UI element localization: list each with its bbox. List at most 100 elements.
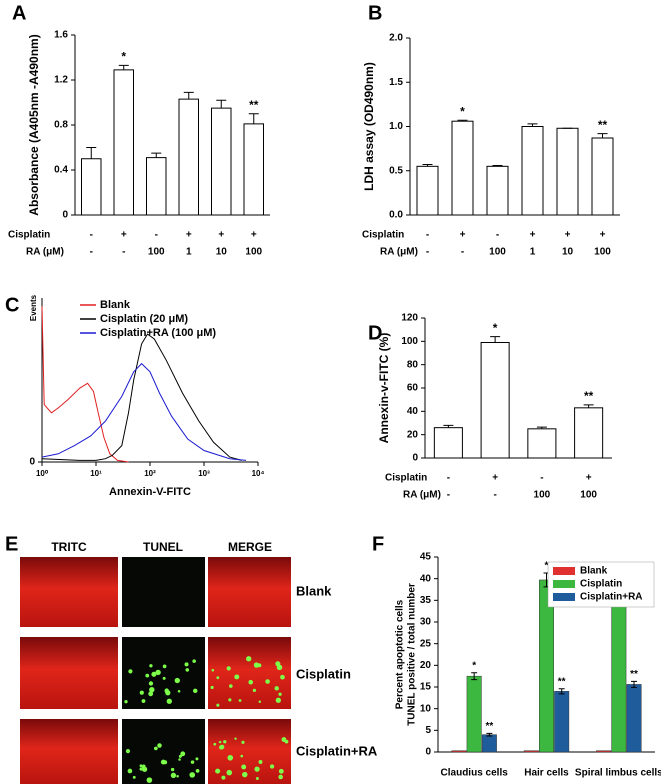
condition-value: - (426, 230, 429, 241)
y-axis-label: Absorbance (A405nm -A490nm) (27, 34, 41, 215)
series-line (41, 333, 242, 461)
bar (451, 120, 474, 216)
tunel-spot (223, 740, 227, 744)
y-tick-label: 120 (401, 313, 418, 324)
error-bar (527, 123, 538, 127)
panel-e: E TRITC TUNEL MERGE Blank Cisplatin Cisp… (5, 533, 378, 784)
y-tick-label: 0 (29, 457, 35, 468)
error-bar (443, 424, 454, 428)
micrograph (208, 719, 291, 784)
micrograph (20, 719, 118, 784)
y-tick-label: 0.0 (389, 210, 403, 221)
tunel-spot (170, 772, 177, 779)
y-tick-label: 0.5 (389, 165, 403, 176)
tunel-spot (284, 739, 289, 744)
y-tick-label: 2.0 (389, 33, 403, 44)
y-tick-label: 0.4 (54, 165, 68, 176)
y-tick-label: 20 (420, 660, 432, 671)
legend-swatch (553, 593, 575, 601)
condition-value: 100 (580, 490, 597, 501)
tunel-spot (211, 668, 215, 672)
tunel-spot (174, 677, 180, 684)
x-tick-label: 10⁴ (252, 469, 265, 478)
error-bar (536, 426, 547, 429)
tunel-spot (149, 664, 153, 668)
y-tick-label: 0.8 (54, 120, 68, 131)
y-axis-label: TUNEL positive / total number (407, 583, 418, 726)
error-bar (248, 113, 259, 124)
tunel-spot (252, 688, 257, 693)
row-label: Blank (296, 583, 332, 598)
micrograph (122, 637, 205, 709)
tunel-spot (192, 659, 196, 663)
significance: ** (630, 669, 638, 680)
chart: D 0 20 40 60 80 100 120 Annexin-v-FITC (%) - - * + - -… (368, 313, 612, 501)
error-bar (118, 64, 129, 70)
panel-letter: E (5, 533, 18, 555)
tunel-spot (258, 760, 263, 764)
row-label: Cisplatin+RA (296, 743, 378, 758)
chart: B 0.0 0.5 1.0 1.5 2.0 LDH assay (OD490nm) - - * + -… (362, 2, 620, 258)
bar (596, 750, 612, 753)
significance: * (472, 660, 476, 671)
tunel-spot (228, 698, 232, 702)
row-label: Cisplatin (296, 666, 351, 681)
tunel-spot (240, 754, 244, 758)
y-tick-label: 1.5 (389, 77, 403, 88)
tunel-spot (276, 664, 283, 671)
tunel-spot (162, 676, 166, 680)
bar (591, 137, 614, 216)
error-bar (216, 99, 227, 109)
y-tick-label: 60 (407, 383, 419, 394)
condition-value: - (426, 247, 429, 258)
tunel-spot (125, 749, 131, 754)
tunel-spot (157, 743, 162, 748)
tunel-spot (258, 700, 262, 703)
legend-label: Cisplatin+RA (580, 592, 643, 603)
y-tick-label: 1.2 (54, 75, 68, 86)
tunel-spot (241, 764, 247, 770)
tunel-spot (274, 686, 279, 691)
condition-value: - (461, 247, 464, 258)
tunel-spot (278, 692, 282, 696)
tunel-spot (180, 751, 186, 757)
tunel-spot (246, 656, 252, 662)
tunel-spot (280, 674, 285, 680)
y-axis-label: Annexin-v-FITC (%) (377, 333, 391, 444)
tunel-spot (238, 699, 242, 702)
condition-value: + (530, 230, 536, 241)
condition-value: - (447, 473, 450, 484)
tunel-spot (141, 699, 146, 703)
legend-label: Cisplatin+RA (100 μM) (100, 327, 216, 339)
bar (243, 123, 264, 216)
tunel-spot (241, 740, 245, 744)
tunel-spot (148, 681, 154, 686)
error-bar (490, 336, 501, 343)
y-tick-label: 5 (425, 725, 431, 736)
x-tick-label: Hair cells (524, 768, 569, 779)
tunel-spot (226, 666, 231, 671)
y-tick-label: 15 (420, 682, 432, 693)
tunel-spot (149, 687, 155, 693)
condition-value: + (492, 473, 498, 484)
y-tick-label: 0 (62, 210, 68, 221)
bar (433, 427, 463, 459)
condition-name: RA (μM) (26, 247, 64, 258)
error-bar (422, 164, 433, 167)
tunel-spot (139, 764, 143, 768)
bar (480, 342, 510, 459)
bar (626, 684, 642, 753)
condition-value: 100 (245, 247, 262, 258)
y-tick-label: 1.0 (389, 121, 403, 132)
x-tick-label: 10³ (198, 469, 210, 478)
tunel-spot (170, 767, 175, 772)
bar (211, 107, 232, 216)
tunel-spot (221, 775, 226, 780)
condition-value: - (122, 247, 125, 258)
tunel-spot (148, 691, 154, 697)
bar (556, 127, 579, 216)
tunel-spot (184, 662, 189, 667)
bar (416, 165, 439, 216)
tunel-spot (166, 698, 172, 704)
tunel-spot (248, 679, 254, 685)
